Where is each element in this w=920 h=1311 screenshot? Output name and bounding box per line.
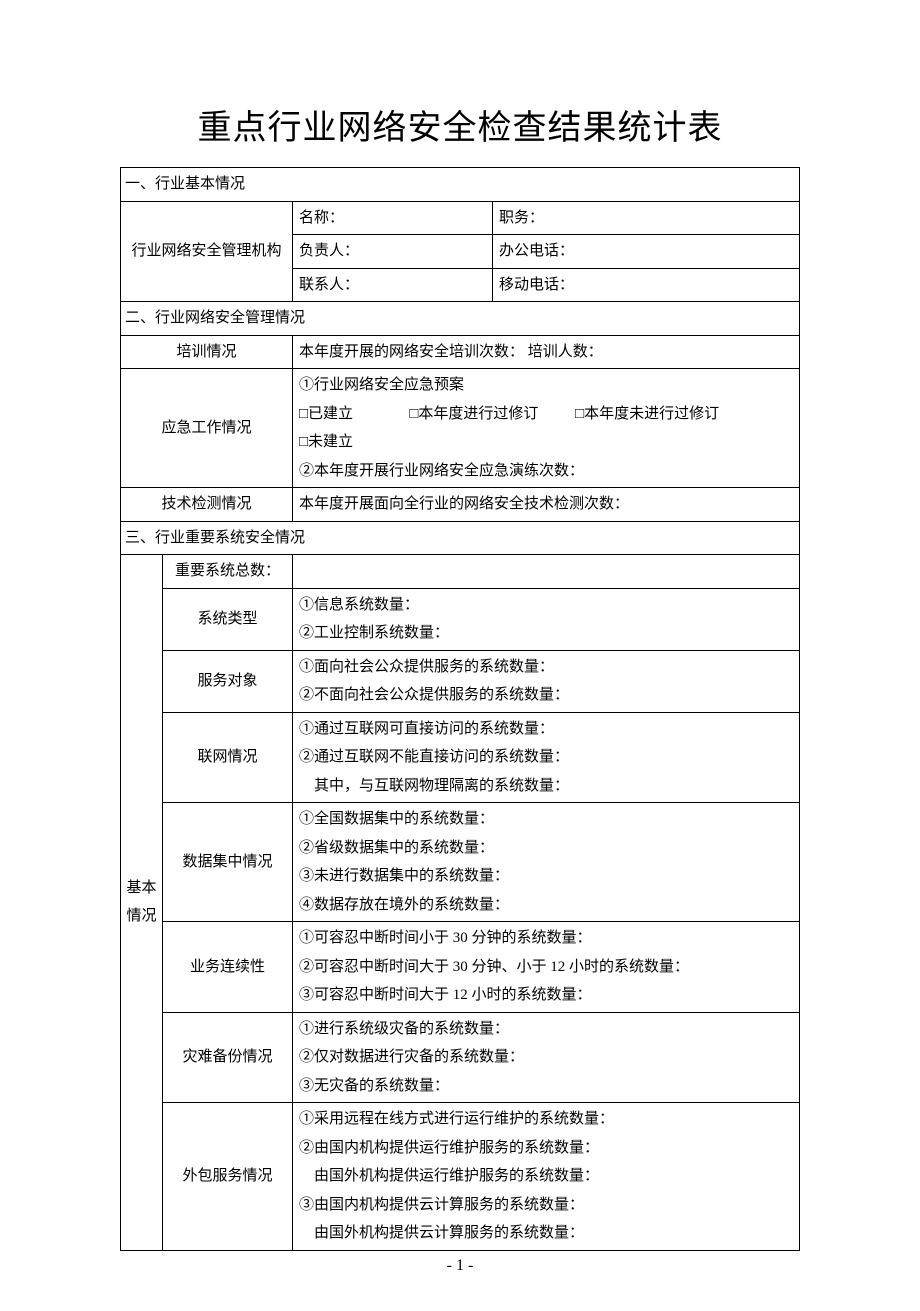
section3-side-text: 基本情况 bbox=[126, 880, 156, 925]
systype-content: ①信息系统数量： ②工业控制系统数量： bbox=[293, 588, 800, 650]
tech-label: 技术检测情况 bbox=[121, 488, 293, 522]
section2-header: 二、行业网络安全管理情况 bbox=[121, 302, 800, 336]
org-name-label: 名称： bbox=[293, 201, 493, 235]
training-label: 培训情况 bbox=[121, 335, 293, 369]
outsource-line3: 由国外机构提供运行维护服务的系统数量： bbox=[299, 1162, 795, 1191]
continuity-content: ①可容忍中断时间小于 30 分钟的系统数量： ②可容忍中断时间大于 30 分钟、… bbox=[293, 922, 800, 1013]
tech-text: 本年度开展面向全行业的网络安全技术检测次数： bbox=[293, 488, 800, 522]
document-title: 重点行业网络安全检查结果统计表 bbox=[120, 100, 800, 149]
serviceobj-line1: ①面向社会公众提供服务的系统数量： bbox=[299, 653, 795, 682]
outsource-label: 外包服务情况 bbox=[163, 1103, 293, 1251]
network-line2: ②通过互联网不能直接访问的系统数量： bbox=[299, 743, 795, 772]
emergency-line1: ①行业网络安全应急预案 bbox=[299, 371, 795, 400]
continuity-line2: ②可容忍中断时间大于 30 分钟、小于 12 小时的系统数量： bbox=[299, 953, 795, 982]
network-label: 联网情况 bbox=[163, 712, 293, 803]
checkbox-revised: □本年度进行过修订 bbox=[409, 405, 538, 422]
datacentral-line2: ②省级数据集中的系统数量： bbox=[299, 834, 795, 863]
network-content: ①通过互联网可直接访问的系统数量： ②通过互联网不能直接访问的系统数量： 其中，… bbox=[293, 712, 800, 803]
emergency-line3: □未建立 bbox=[299, 428, 795, 457]
emergency-content: ①行业网络安全应急预案 □已建立 □本年度进行过修订 □本年度未进行过修订 □未… bbox=[293, 369, 800, 488]
section1-header: 一、行业基本情况 bbox=[121, 168, 800, 202]
emergency-line4: ②本年度开展行业网络安全应急演练次数： bbox=[299, 457, 795, 486]
page-number: - 1 - bbox=[0, 1257, 920, 1275]
backup-line3: ③无灾备的系统数量： bbox=[299, 1072, 795, 1101]
datacentral-line4: ④数据存放在境外的系统数量： bbox=[299, 891, 795, 920]
emergency-label: 应急工作情况 bbox=[121, 369, 293, 488]
training-text: 本年度开展的网络安全培训次数： 培训人数： bbox=[293, 335, 800, 369]
outsource-line5: 由国外机构提供云计算服务的系统数量： bbox=[299, 1219, 795, 1248]
backup-content: ①进行系统级灾备的系统数量： ②仅对数据进行灾备的系统数量： ③无灾备的系统数量… bbox=[293, 1012, 800, 1103]
outsource-content: ①采用远程在线方式进行运行维护的系统数量： ②由国内机构提供运行维护服务的系统数… bbox=[293, 1103, 800, 1251]
section3-side-label: 基本情况 bbox=[121, 555, 163, 1251]
section3-header: 三、行业重要系统安全情况 bbox=[121, 521, 800, 555]
network-line3: 其中，与互联网物理隔离的系统数量： bbox=[299, 772, 795, 801]
backup-line2: ②仅对数据进行灾备的系统数量： bbox=[299, 1043, 795, 1072]
outsource-line2: ②由国内机构提供运行维护服务的系统数量： bbox=[299, 1134, 795, 1163]
total-content bbox=[293, 555, 800, 589]
emergency-line2: □已建立 □本年度进行过修订 □本年度未进行过修订 bbox=[299, 400, 795, 429]
org-mobile-label: 移动电话： bbox=[493, 268, 800, 302]
datacentral-line3: ③未进行数据集中的系统数量： bbox=[299, 862, 795, 891]
serviceobj-label: 服务对象 bbox=[163, 650, 293, 712]
serviceobj-content: ①面向社会公众提供服务的系统数量： ②不面向社会公众提供服务的系统数量： bbox=[293, 650, 800, 712]
systype-line1: ①信息系统数量： bbox=[299, 591, 795, 620]
backup-line1: ①进行系统级灾备的系统数量： bbox=[299, 1015, 795, 1044]
checkbox-established: □已建立 bbox=[299, 405, 353, 422]
datacentral-label: 数据集中情况 bbox=[163, 803, 293, 922]
form-table: 一、行业基本情况 行业网络安全管理机构 名称： 职务： 负责人： 办公电话： 联… bbox=[120, 167, 800, 1251]
systype-line2: ②工业控制系统数量： bbox=[299, 619, 795, 648]
systype-label: 系统类型 bbox=[163, 588, 293, 650]
org-label: 行业网络安全管理机构 bbox=[121, 201, 293, 302]
outsource-line4: ③由国内机构提供云计算服务的系统数量： bbox=[299, 1191, 795, 1220]
continuity-label: 业务连续性 bbox=[163, 922, 293, 1013]
datacentral-content: ①全国数据集中的系统数量： ②省级数据集中的系统数量： ③未进行数据集中的系统数… bbox=[293, 803, 800, 922]
org-lead-label: 负责人： bbox=[293, 235, 493, 269]
continuity-line1: ①可容忍中断时间小于 30 分钟的系统数量： bbox=[299, 924, 795, 953]
org-office-phone-label: 办公电话： bbox=[493, 235, 800, 269]
checkbox-not-revised: □本年度未进行过修订 bbox=[575, 405, 719, 422]
continuity-line3: ③可容忍中断时间大于 12 小时的系统数量： bbox=[299, 981, 795, 1010]
datacentral-line1: ①全国数据集中的系统数量： bbox=[299, 805, 795, 834]
org-position-label: 职务： bbox=[493, 201, 800, 235]
total-label: 重要系统总数： bbox=[163, 555, 293, 589]
org-contact-label: 联系人： bbox=[293, 268, 493, 302]
serviceobj-line2: ②不面向社会公众提供服务的系统数量： bbox=[299, 681, 795, 710]
backup-label: 灾难备份情况 bbox=[163, 1012, 293, 1103]
network-line1: ①通过互联网可直接访问的系统数量： bbox=[299, 715, 795, 744]
document-page: 重点行业网络安全检查结果统计表 一、行业基本情况 行业网络安全管理机构 名称： … bbox=[0, 0, 920, 1311]
outsource-line1: ①采用远程在线方式进行运行维护的系统数量： bbox=[299, 1105, 795, 1134]
